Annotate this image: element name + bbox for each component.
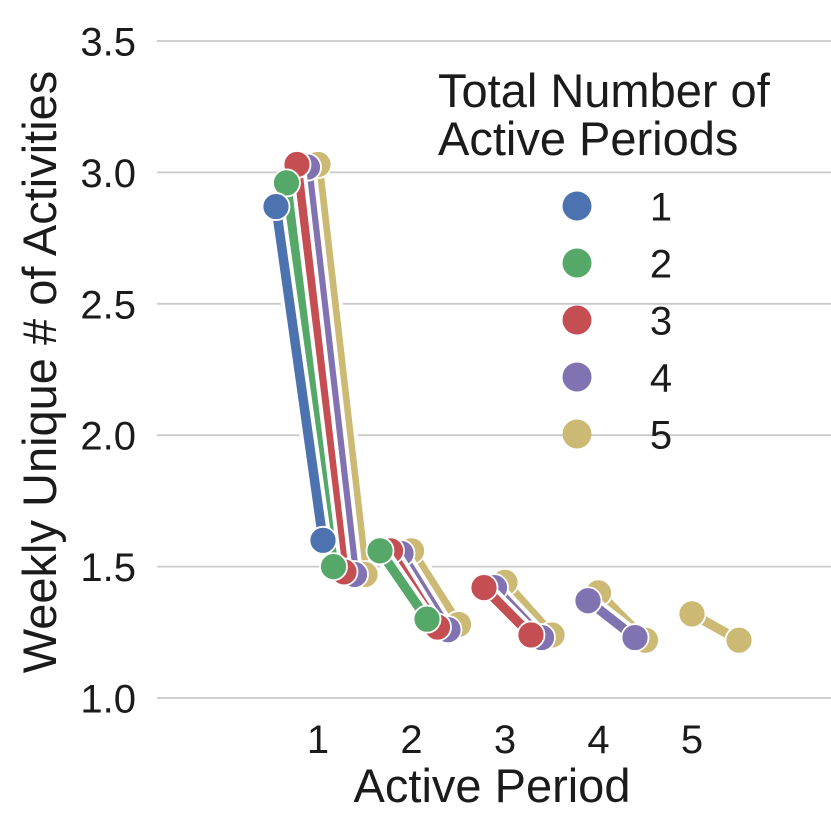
legend-entry-label-3: 3 — [650, 300, 672, 344]
data-point-start — [261, 192, 291, 221]
series-2-period-2-segment — [365, 536, 442, 634]
data-point-start — [573, 586, 603, 616]
legend-entry-label-2: 2 — [650, 243, 672, 287]
legend-entry-5: 5 — [562, 414, 672, 458]
segment-line — [406, 546, 464, 630]
data-point-end — [412, 604, 442, 634]
x-tick-label-3: 3 — [494, 718, 516, 762]
series-layer — [261, 150, 754, 655]
x-tick-label-4: 4 — [587, 718, 609, 762]
legend-swatch-5 — [562, 419, 592, 449]
x-tick-label-5: 5 — [681, 718, 703, 762]
series-1-period-1-segment — [261, 192, 338, 555]
legend-entry-label-5: 5 — [650, 414, 672, 458]
series-5-period-5-segment — [677, 599, 754, 655]
legend-title-line-2: Active Periods — [438, 112, 738, 165]
legend-entry-label-4: 4 — [650, 357, 672, 401]
legend-entry-1: 1 — [562, 186, 672, 230]
y-tick-label-2.5: 2.5 — [80, 283, 136, 327]
gridlines — [157, 40, 831, 699]
data-point-start — [365, 536, 395, 566]
x-tick-label-1: 1 — [307, 718, 329, 762]
legend-swatch-2 — [562, 248, 592, 278]
series-3-period-3-segment — [469, 573, 546, 650]
data-point-end — [308, 525, 338, 555]
legend-entry-3: 3 — [562, 300, 672, 344]
segment-line — [292, 159, 349, 577]
legend-swatch-3 — [562, 305, 592, 335]
y-tick-label-3.0: 3.0 — [80, 152, 136, 196]
legend-title-line-1: Total Number of — [438, 64, 771, 117]
data-point-start — [272, 168, 301, 198]
y-tick-label-1.0: 1.0 — [80, 678, 136, 722]
legend-entry-4: 4 — [562, 357, 672, 401]
series-4-period-4-segment — [573, 586, 650, 652]
legend-swatch-4 — [562, 362, 592, 392]
x-axis-title: Active Period — [354, 759, 631, 812]
legend: Total Number of Active Periods 1 2 3 4 5 — [438, 64, 771, 458]
legend-entries: 1 2 3 4 5 — [562, 186, 672, 458]
legend-entry-2: 2 — [562, 243, 672, 287]
data-point-end — [620, 623, 650, 652]
segment-line — [302, 162, 360, 580]
segment-line — [271, 201, 328, 546]
y-tick-label-1.5: 1.5 — [80, 546, 136, 590]
y-axis-tick-labels: 1.0 1.5 2.0 2.5 3.0 3.5 — [80, 21, 136, 722]
y-axis-title: Weekly Unique # of Activities — [13, 71, 66, 674]
data-point-start — [677, 599, 707, 629]
y-tick-label-3.5: 3.5 — [80, 21, 136, 65]
segment-line — [313, 159, 370, 580]
data-point-end — [724, 625, 754, 655]
x-axis-tick-labels: 1 2 3 4 5 — [307, 718, 703, 762]
data-point-end — [319, 552, 348, 581]
y-tick-label-2.0: 2.0 — [80, 415, 136, 459]
legend-swatch-1 — [562, 191, 592, 221]
data-point-end — [516, 620, 546, 650]
legend-entry-label-1: 1 — [650, 186, 672, 230]
data-point-start — [469, 573, 499, 603]
x-tick-label-2: 2 — [400, 718, 422, 762]
